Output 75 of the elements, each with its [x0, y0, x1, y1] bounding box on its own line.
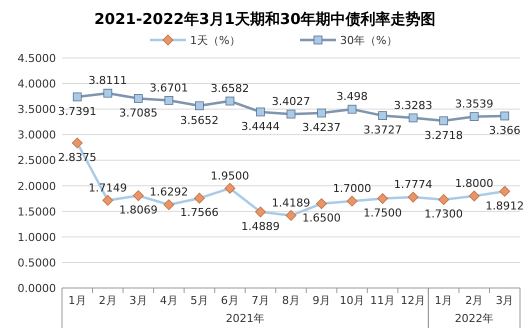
- text: 2021年: [226, 312, 265, 325]
- x-tick-label: 1月: [434, 294, 453, 307]
- y-tick-label: 1.5000: [18, 205, 56, 218]
- y-tick-label: 4.5000: [18, 52, 56, 65]
- data-label: 1.7566: [180, 206, 219, 220]
- x-tick-label: 12月: [400, 294, 426, 307]
- x-tick-label: 9月: [312, 294, 331, 307]
- data-label: 1.7149: [88, 181, 128, 194]
- data-label: 3.4444: [241, 120, 280, 133]
- data-label: 1.7500: [363, 206, 402, 220]
- data-label: 3.3283: [394, 98, 432, 112]
- data-label: 1.7774: [394, 178, 432, 192]
- data-label: 1.7300: [424, 208, 463, 221]
- data-label: 3.6582: [210, 82, 250, 96]
- y-tick-label: 2.5000: [18, 154, 56, 168]
- data-label: 3.7085: [119, 106, 158, 120]
- point: [317, 108, 326, 118]
- data-label: 3.4237: [302, 121, 341, 134]
- chart-title: 2021-2022年3月1天期和30年期中债利率走势图: [94, 10, 436, 28]
- x-tick-label: 2月: [98, 294, 117, 307]
- data-label: 1.8912: [485, 199, 524, 212]
- text: 2022年: [454, 312, 494, 325]
- data-label: 3.366: [488, 124, 520, 137]
- data-label: 1.6292: [150, 186, 188, 199]
- point: [134, 94, 143, 103]
- data-label: 3.3539: [454, 98, 494, 111]
- data-label: 3.6701: [150, 81, 188, 94]
- data-label: 1.9500: [210, 169, 250, 182]
- y-tick-label: 4.0000: [18, 78, 56, 91]
- y-tick-label: 0.5000: [18, 256, 56, 270]
- x-tick-label: 4月: [160, 294, 178, 307]
- data-label: 1.7000: [332, 182, 372, 196]
- data-label: 3.5652: [180, 114, 219, 127]
- x-tick-label: 1月: [68, 294, 86, 307]
- point: [226, 96, 234, 106]
- x-tick-label: 11月: [370, 294, 396, 307]
- legend-label: 30年（%）: [340, 34, 398, 47]
- point: [378, 111, 387, 120]
- data-label: 1.8000: [454, 177, 494, 190]
- y-tick-label: 0.0000: [18, 282, 56, 295]
- point: [348, 104, 356, 114]
- data-label: 1.6500: [302, 212, 341, 225]
- x-tick-label: 5月: [190, 294, 208, 307]
- data-label: 3.4027: [272, 95, 310, 108]
- point: [195, 101, 204, 110]
- data-label: 3.3727: [363, 124, 402, 137]
- y-tick-label: 3.5000: [18, 103, 56, 116]
- data-label: 3.498: [336, 90, 368, 104]
- x-tick-label: 2月: [465, 294, 484, 307]
- y-tick-label: 3.0000: [18, 128, 56, 142]
- data-label: 2.8375: [58, 150, 97, 164]
- x-tick-label: 10月: [340, 294, 365, 307]
- x-tick-label: 8月: [282, 294, 300, 307]
- point: [470, 112, 479, 121]
- point: [72, 92, 82, 102]
- point: [164, 96, 174, 105]
- x-tick-label: 6月: [220, 294, 239, 307]
- x-tick-label: 3月: [496, 294, 514, 307]
- y-tick-label: 2.0000: [18, 180, 56, 193]
- x-tick-label: 7月: [251, 294, 270, 307]
- data-label: 1.4189: [272, 196, 310, 210]
- data-label: 3.7391: [58, 104, 97, 118]
- data-label: 3.2718: [424, 128, 463, 142]
- point: [500, 112, 510, 120]
- data-label: 1.4889: [241, 220, 280, 233]
- point: [286, 110, 296, 118]
- data-label: 3.8111: [88, 74, 128, 88]
- legend-label: 1天（%）: [190, 34, 240, 47]
- data-label: 1.8069: [119, 204, 158, 217]
- y-tick-label: 1.0000: [18, 230, 56, 244]
- x-tick-label: 3月: [129, 294, 148, 307]
- point: [439, 116, 448, 126]
- point: [103, 88, 112, 98]
- point: [408, 113, 418, 122]
- point: [256, 108, 265, 116]
